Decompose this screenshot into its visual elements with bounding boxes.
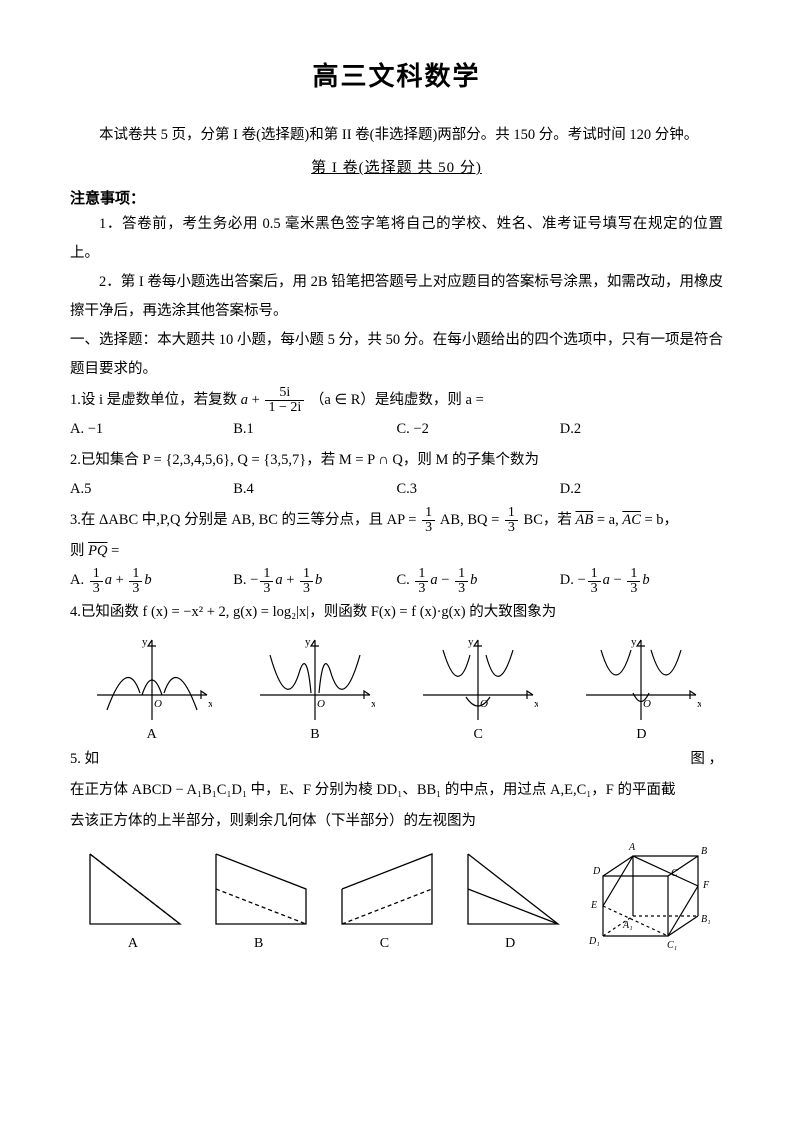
question-5-line1: 5. 如 图 ， <box>70 745 723 774</box>
svg-text:y: y <box>305 636 311 648</box>
q4-fig-d: x y O D <box>581 635 701 743</box>
q1-opt-d: D.2 <box>560 415 723 444</box>
q3-opt-b: B. −13a + 13b <box>233 566 396 595</box>
q2-opt-d: D.2 <box>560 475 723 504</box>
q1-opt-c: C. −2 <box>397 415 560 444</box>
question-3-line2: 则 PQ = <box>70 537 723 566</box>
q4-fig-a: x y O A <box>92 635 212 743</box>
svg-text:x: x <box>697 698 701 710</box>
section-1-heading: 第 I 卷(选择题 共 50 分) <box>70 156 723 177</box>
notice-item-2: 2．第 I 卷每小题选出答案后，用 2B 铅笔把答题号上对应题目的答案标号涂黑，… <box>70 268 723 326</box>
view-d-icon <box>458 844 563 934</box>
q1-options: A. −1 B.1 C. −2 D.2 <box>70 415 723 444</box>
notice-heading: 注意事项： <box>70 187 723 208</box>
vec-pq: PQ <box>88 543 107 559</box>
svg-text:x: x <box>371 698 375 710</box>
graph-a-icon: x y O <box>92 635 212 725</box>
q2-opt-a: A.5 <box>70 475 233 504</box>
svg-text:O: O <box>154 698 162 710</box>
q1-stem-a: 1.设 i 是虚数单位，若复数 <box>70 392 241 408</box>
question-2: 2.已知集合 P = {2,3,4,5,6}, Q = {3,5,7}，若 M … <box>70 446 723 475</box>
graph-c-icon: x y O <box>418 635 538 725</box>
question-5-line2: 在正方体 ABCD − A₁B₁C₁D₁ 中，E、F 分别为棱 DD₁、BB₁ … <box>70 776 723 805</box>
svg-text:C: C <box>671 868 678 879</box>
vec-ac: AC <box>622 512 641 528</box>
svg-text:O: O <box>480 698 488 710</box>
q5-fig-a: A <box>80 844 185 952</box>
view-c-icon <box>332 844 437 934</box>
svg-text:x: x <box>534 698 538 710</box>
q4-fig-c: x y O C <box>418 635 538 743</box>
q1-opt-a: A. −1 <box>70 415 233 444</box>
svg-text:C₁: C₁ <box>667 940 677 951</box>
q5-fig-c: C <box>332 844 437 952</box>
view-b-icon <box>206 844 311 934</box>
svg-text:E: E <box>590 900 597 911</box>
q2-options: A.5 B.4 C.3 D.2 <box>70 475 723 504</box>
q5-options-row: A B C <box>70 844 573 952</box>
svg-text:x: x <box>208 698 212 710</box>
vec-ab: AB <box>576 512 594 528</box>
q1-opt-b: B.1 <box>233 415 396 444</box>
svg-text:D₁: D₁ <box>588 936 600 947</box>
q2-opt-b: B.4 <box>233 475 396 504</box>
graph-b-icon: x y O <box>255 635 375 725</box>
svg-text:D: D <box>592 866 601 877</box>
cube-diagram-icon: A B C D A₁ B₁ C₁ D₁ E F <box>583 836 723 966</box>
svg-text:y: y <box>142 636 148 648</box>
svg-text:A: A <box>628 842 636 853</box>
q3-options: A. 13a + 13b B. −13a + 13b C. 13a − 13b … <box>70 566 723 595</box>
q1-fraction: 5i 1 − 2i <box>265 386 304 415</box>
svg-text:F: F <box>702 880 710 891</box>
q3-opt-c: C. 13a − 13b <box>397 566 560 595</box>
question-3: 3.在 ΔABC 中,P,Q 分别是 AB, BC 的三等分点，且 AP = 1… <box>70 506 723 535</box>
q5-fig-d: D <box>458 844 563 952</box>
svg-text:y: y <box>631 636 637 648</box>
intro-paragraph: 本试卷共 5 页，分第 I 卷(选择题)和第 II 卷(非选择题)两部分。共 1… <box>70 121 723 150</box>
q5-figure-area: A B C <box>70 836 723 966</box>
q4-fig-b: x y O B <box>255 635 375 743</box>
q5-fig-b: B <box>206 844 311 952</box>
graph-d-icon: x y O <box>581 635 701 725</box>
svg-text:B: B <box>701 846 707 857</box>
q2-opt-c: C.3 <box>397 475 560 504</box>
svg-text:B₁: B₁ <box>701 914 711 925</box>
notice-item-1: 1．答卷前，考生务必用 0.5 毫米黑色签字笔将自己的学校、姓名、准考证号填写在… <box>70 210 723 268</box>
q4-figure-row: x y O A x y O B <box>70 635 723 743</box>
q3-opt-a: A. 13a + 13b <box>70 566 233 595</box>
q3-opt-d: D. −13a − 13b <box>560 566 723 595</box>
question-4: 4.已知函数 f (x) = −x² + 2, g(x) = log₂|x|，则… <box>70 598 723 627</box>
q1-stem-b: （a ∈ R）是纯虚数，则 a = <box>310 392 484 408</box>
svg-text:O: O <box>643 698 651 710</box>
question-5-line3: 去该正方体的上半部分，则剩余几何体（下半部分）的左视图为 <box>70 807 723 836</box>
section-description: 一、选择题：本大题共 10 小题，每小题 5 分，共 50 分。在每小题给出的四… <box>70 326 723 384</box>
page-title: 高三文科数学 <box>70 56 723 93</box>
svg-text:y: y <box>468 636 474 648</box>
question-1: 1.设 i 是虚数单位，若复数 a + 5i 1 − 2i （a ∈ R）是纯虚… <box>70 386 723 415</box>
svg-text:O: O <box>317 698 325 710</box>
view-a-icon <box>80 844 185 934</box>
exam-page: 高三文科数学 本试卷共 5 页，分第 I 卷(选择题)和第 II 卷(非选择题)… <box>0 0 793 1122</box>
svg-text:A₁: A₁ <box>622 920 633 931</box>
